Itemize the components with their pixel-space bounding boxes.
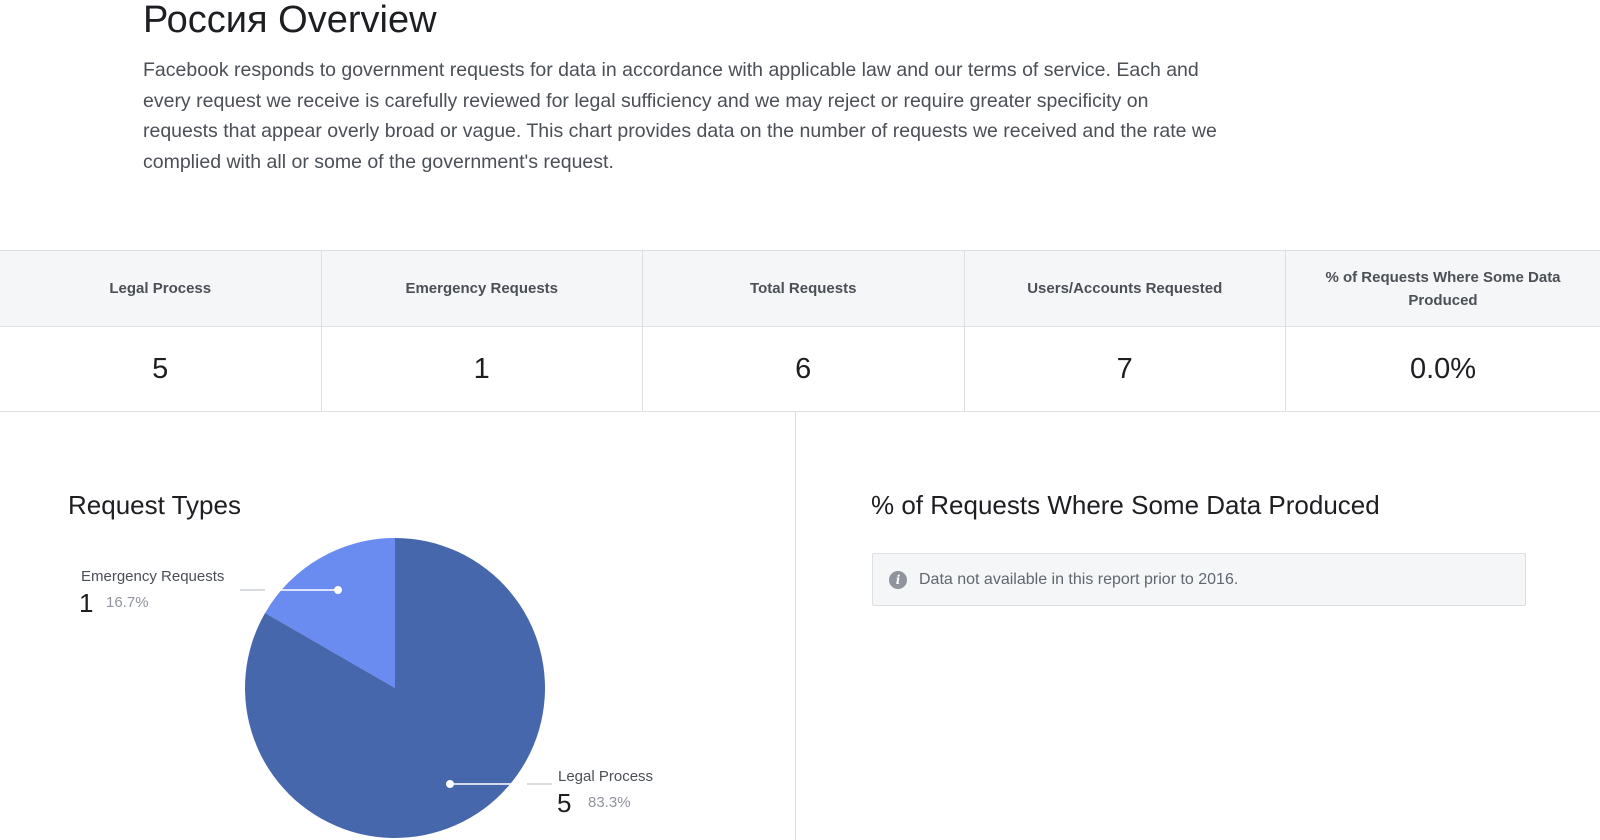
data-unavailable-notice: i Data not available in this report prio… [872,553,1526,606]
summary-col-legal-process: Legal Process 5 [0,251,322,411]
summary-col-data-produced: % of Requests Where Some Data Produced 0… [1286,251,1600,411]
pie-label-legal-pct: 83.3% [588,794,631,811]
pie-label-legal-count: 5 [557,788,572,818]
section-divider [795,412,796,840]
pie-slice-emergency-requests[interactable] [265,538,395,688]
summary-value: 0.0% [1409,352,1477,385]
summary-value: 6 [795,352,812,385]
info-icon: i [889,570,907,589]
summary-header: Legal Process [0,251,321,327]
summary-table: Legal Process 5 Emergency Requests 1 Tot… [0,250,1600,412]
summary-value: 7 [1116,352,1133,385]
pie-label-emergency-name: Emergency Requests [81,568,225,585]
summary-header: Users/Accounts Requested [964,251,1285,327]
pie-label-emergency-pct: 16.7% [106,594,149,611]
pie-leader-dot [446,780,454,788]
summary-header: Emergency Requests [321,251,642,327]
summary-col-emergency-requests: Emergency Requests 1 [321,251,643,411]
summary-header: % of Requests Where Some Data Produced [1286,251,1600,327]
data-produced-title: % of Requests Where Some Data Produced [871,490,1380,520]
notice-text: Data not available in this report prior … [919,570,1239,588]
summary-col-total-requests: Total Requests 6 [643,251,965,411]
pie-label-emergency-count: 1 [79,588,94,618]
pie-leader-dot [334,586,342,594]
request-types-title: Request Types [68,490,241,520]
pie-slice-legal-process[interactable] [245,538,546,838]
summary-value: 5 [152,352,169,385]
summary-value: 1 [473,352,490,385]
summary-col-users-accounts: Users/Accounts Requested 7 [964,251,1286,411]
pie-label-legal-name: Legal Process [558,768,654,785]
request-types-pie-chart [240,538,552,838]
summary-header: Total Requests [643,251,964,327]
intro-text: Facebook responds to government requests… [143,59,1217,173]
page-title: Россия Overview [143,0,437,41]
